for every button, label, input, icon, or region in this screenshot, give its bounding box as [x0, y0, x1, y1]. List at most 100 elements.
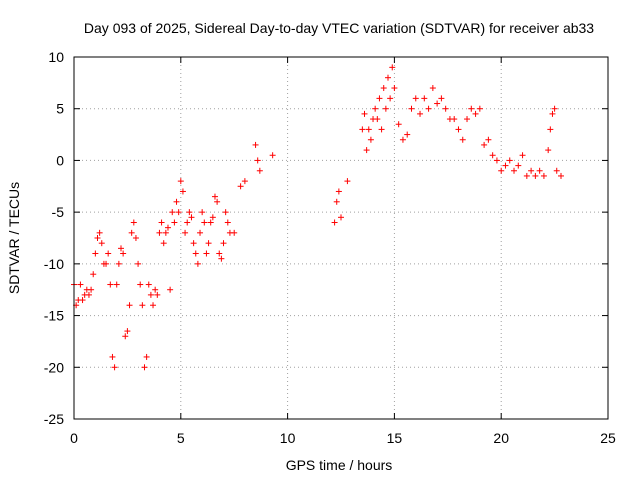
- data-point: [389, 64, 396, 71]
- data-point: [363, 147, 370, 154]
- data-point: [113, 281, 120, 288]
- data-point: [216, 250, 223, 257]
- data-point: [160, 240, 167, 247]
- y-tick-label: -15: [44, 308, 64, 324]
- x-tick-label: 20: [493, 430, 509, 446]
- data-point: [472, 110, 479, 117]
- data-point: [137, 281, 144, 288]
- data-point: [551, 105, 558, 112]
- data-point: [211, 193, 218, 200]
- data-point: [145, 281, 152, 288]
- y-tick-label: -25: [44, 411, 64, 427]
- data-point: [421, 95, 428, 102]
- data-point: [141, 364, 148, 371]
- data-point: [489, 152, 496, 159]
- data-point: [417, 110, 424, 117]
- data-point: [222, 209, 229, 216]
- data-point: [502, 162, 509, 169]
- y-tick-label: -20: [44, 359, 64, 375]
- data-point: [120, 250, 127, 257]
- data-point: [192, 250, 199, 257]
- data-point: [77, 281, 84, 288]
- y-tick-label: 10: [48, 49, 64, 65]
- data-point: [241, 178, 248, 185]
- data-point: [115, 260, 122, 267]
- x-tick-label: 15: [387, 430, 403, 446]
- data-point: [333, 198, 340, 205]
- data-point: [395, 121, 402, 128]
- data-point: [105, 250, 112, 257]
- data-point: [545, 147, 552, 154]
- data-point: [130, 219, 137, 226]
- data-point: [464, 116, 471, 123]
- data-point: [111, 364, 118, 371]
- data-point: [429, 85, 436, 92]
- data-point: [124, 328, 131, 335]
- data-point: [194, 260, 201, 267]
- data-point: [139, 302, 146, 309]
- data-point: [515, 162, 522, 169]
- data-point: [387, 95, 394, 102]
- data-point: [107, 281, 114, 288]
- data-point: [338, 214, 344, 221]
- data-point: [177, 178, 184, 185]
- data-point: [399, 136, 406, 143]
- data-point: [98, 240, 105, 247]
- data-point: [150, 302, 157, 309]
- data-point: [455, 126, 462, 133]
- y-axis-label: SDTVAR / TECUs: [6, 182, 22, 294]
- data-point: [528, 167, 535, 174]
- data-point: [167, 286, 174, 293]
- data-point: [201, 219, 208, 226]
- data-point: [376, 95, 383, 102]
- data-point: [523, 172, 530, 179]
- data-point: [203, 250, 210, 257]
- data-point: [164, 224, 171, 231]
- data-point: [88, 286, 95, 293]
- data-point: [459, 136, 466, 143]
- data-point: [359, 126, 366, 133]
- data-point: [117, 245, 124, 252]
- data-point: [256, 167, 263, 174]
- data-point: [135, 260, 142, 267]
- data-point: [220, 240, 227, 247]
- data-point: [252, 141, 259, 148]
- data-point: [158, 219, 165, 226]
- data-point: [122, 333, 129, 340]
- data-point: [175, 209, 182, 216]
- data-point: [103, 260, 110, 267]
- data-point: [231, 229, 238, 236]
- data-point: [532, 172, 539, 179]
- data-point: [365, 126, 372, 133]
- data-point: [237, 183, 244, 190]
- data-point: [536, 167, 543, 174]
- data-point: [199, 209, 206, 216]
- data-point: [147, 291, 154, 298]
- data-point: [186, 209, 193, 216]
- y-tick-label: -5: [52, 204, 65, 220]
- y-tick-label: 5: [56, 101, 64, 117]
- data-point: [378, 126, 385, 133]
- data-point: [209, 214, 216, 221]
- data-point: [408, 105, 415, 112]
- data-point: [171, 219, 178, 226]
- data-point: [128, 229, 135, 236]
- data-point: [372, 105, 379, 112]
- data-point: [331, 219, 338, 226]
- x-tick-label: 0: [70, 430, 78, 446]
- data-point: [434, 100, 441, 107]
- data-point: [188, 214, 195, 221]
- data-point: [162, 229, 169, 236]
- data-point: [519, 152, 526, 159]
- data-point: [476, 105, 483, 112]
- data-point: [485, 136, 492, 143]
- data-point: [511, 167, 518, 174]
- y-tick-label: 0: [56, 152, 64, 168]
- x-tick-label: 10: [280, 430, 296, 446]
- data-point: [391, 85, 398, 92]
- data-point: [197, 229, 204, 236]
- data-point: [218, 255, 225, 262]
- data-point: [344, 178, 351, 185]
- data-point: [382, 105, 389, 112]
